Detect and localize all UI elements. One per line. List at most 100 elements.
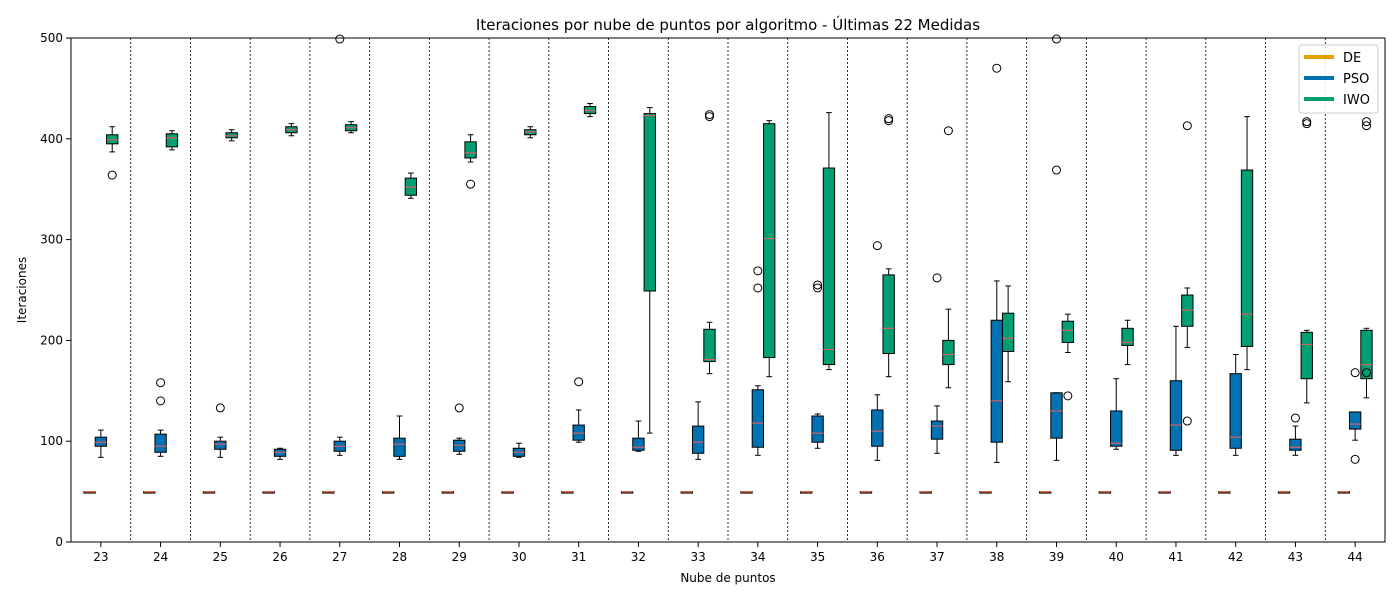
outlier-point — [1063, 391, 1073, 401]
outlier-point — [215, 403, 225, 413]
box-iqr — [1061, 320, 1075, 343]
box-pso-38 — [990, 63, 1003, 463]
x-tick-label: 30 — [511, 550, 526, 564]
legend-item-pso: PSO — [1304, 72, 1369, 87]
box-iqr — [1300, 331, 1313, 380]
outlier-point — [932, 273, 942, 283]
box-iwo-31 — [583, 103, 597, 118]
box-iwo-28 — [404, 172, 418, 199]
box-de-29 — [441, 491, 455, 494]
box-de-27 — [322, 491, 335, 494]
x-tick-label: 31 — [571, 550, 586, 564]
outlier-point — [107, 170, 117, 180]
box-iqr — [811, 415, 824, 443]
box-de-23 — [83, 491, 96, 494]
box-iqr — [822, 167, 836, 366]
x-tick-label: 35 — [810, 550, 825, 564]
outlier-point — [1182, 121, 1192, 131]
x-tick-label: 42 — [1228, 550, 1243, 564]
y-tick-label: 100 — [40, 434, 63, 448]
outlier-point — [156, 396, 166, 406]
box-iwo-24 — [165, 130, 179, 151]
box-iqr — [691, 425, 705, 454]
box-de-42 — [1218, 491, 1231, 494]
box-iqr — [393, 437, 406, 457]
y-tick-label: 300 — [40, 233, 63, 247]
box-iqr — [643, 113, 656, 292]
box-iwo-37 — [942, 126, 955, 389]
x-tick-label: 40 — [1109, 550, 1124, 564]
box-pso-24 — [154, 378, 167, 457]
box-pso-41 — [1169, 325, 1183, 456]
box-iwo-34 — [763, 120, 776, 378]
outlier-point — [1361, 117, 1371, 127]
x-tick-label: 43 — [1288, 550, 1303, 564]
series-de — [83, 491, 1350, 494]
box-iqr — [703, 328, 716, 363]
outlier-point — [574, 377, 584, 387]
box-de-30 — [501, 491, 514, 494]
box-iqr — [1001, 312, 1015, 352]
y-tick-label: 200 — [40, 333, 63, 347]
legend-item-iwo: IWO — [1304, 93, 1370, 108]
box-pso-43 — [1289, 413, 1302, 456]
box-pso-35 — [811, 280, 824, 449]
box-iqr — [990, 319, 1003, 443]
x-tick-label: 32 — [631, 550, 646, 564]
box-iqr — [871, 409, 884, 447]
box-iqr — [1289, 438, 1302, 451]
box-de-33 — [680, 491, 693, 494]
legend-label: PSO — [1343, 72, 1369, 87]
outlier-point — [1182, 416, 1192, 426]
x-tick-label: 29 — [452, 550, 467, 564]
box-de-25 — [202, 491, 216, 494]
y-tick-label: 500 — [40, 31, 63, 45]
y-tick-label: 400 — [40, 132, 63, 146]
box-de-26 — [262, 491, 275, 494]
x-tick-label: 34 — [750, 550, 765, 564]
series-pso — [94, 34, 1362, 464]
box-de-37 — [919, 491, 932, 494]
x-tick-label: 41 — [1168, 550, 1183, 564]
box-pso-39 — [1050, 34, 1063, 461]
box-series — [83, 34, 1373, 494]
box-pso-44 — [1348, 368, 1362, 464]
box-iwo-26 — [285, 123, 298, 137]
x-tick-label: 23 — [93, 550, 108, 564]
box-iqr — [751, 389, 765, 448]
box-de-44 — [1337, 491, 1350, 494]
legend: DE PSO IWO — [1298, 44, 1379, 114]
outlier-point — [813, 280, 823, 290]
box-de-41 — [1158, 491, 1171, 494]
outlier-point — [1052, 34, 1061, 44]
box-iwo-23 — [106, 126, 119, 180]
y-axis-label: Iteraciones — [15, 257, 29, 323]
box-de-40 — [1098, 491, 1112, 494]
box-pso-30 — [512, 442, 526, 458]
x-tick-label: 25 — [213, 550, 228, 564]
outlier-point — [156, 378, 166, 388]
box-pso-29 — [453, 403, 466, 455]
box-iqr — [1110, 410, 1123, 447]
box-iqr — [1240, 169, 1254, 347]
x-tick-label: 27 — [332, 550, 347, 564]
box-iqr — [930, 420, 944, 440]
outlier-point — [872, 241, 882, 251]
x-tick-label: 39 — [1049, 550, 1064, 564]
box-iqr — [632, 437, 645, 451]
box-pso-33 — [691, 401, 705, 460]
outlier-point — [943, 126, 953, 136]
box-de-31 — [561, 491, 574, 494]
outlier-point — [335, 34, 345, 44]
box-iwo-32 — [643, 107, 656, 434]
box-de-36 — [859, 491, 873, 494]
box-pso-42 — [1229, 354, 1242, 456]
plot-frame — [70, 37, 1386, 543]
box-iwo-30 — [524, 126, 537, 139]
x-axis-label: Nube de puntos — [680, 571, 775, 585]
outlier-point — [753, 283, 763, 293]
box-de-38 — [979, 491, 992, 494]
box-pso-28 — [393, 415, 406, 460]
